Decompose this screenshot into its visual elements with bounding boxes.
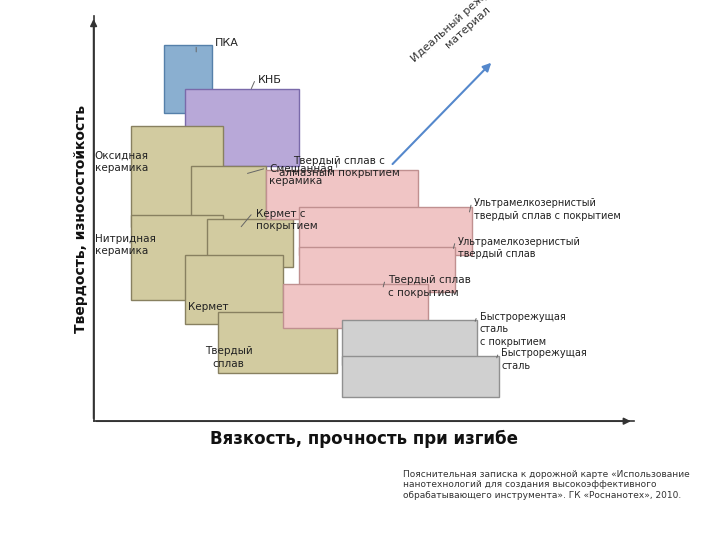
X-axis label: Вязкость, прочность при изгибе: Вязкость, прочность при изгибе <box>210 429 518 448</box>
Text: Кермет: Кермет <box>188 302 229 312</box>
Text: Смешанная
керамика: Смешанная керамика <box>269 164 333 186</box>
Bar <box>218 312 337 373</box>
Bar <box>283 284 428 328</box>
Text: Ультрамелкозернистый
твердый сплав с покрытием: Ультрамелкозернистый твердый сплав с пок… <box>474 199 621 221</box>
Text: Быстрорежущая
сталь: Быстрорежущая сталь <box>501 348 587 370</box>
Bar <box>342 320 477 365</box>
Bar <box>186 89 299 166</box>
Text: Твердый
сплав: Твердый сплав <box>204 346 253 369</box>
Y-axis label: Твердость, износостойкость: Твердость, износостойкость <box>74 105 88 333</box>
Bar <box>342 356 498 397</box>
Text: КНБ: КНБ <box>258 75 282 85</box>
Text: Твердый сплав с
алмазным покрытием: Твердый сплав с алмазным покрытием <box>279 156 400 178</box>
Bar <box>191 166 266 235</box>
Bar <box>299 247 455 292</box>
Text: Быстрорежущая
сталь
с покрытием: Быстрорежущая сталь с покрытием <box>480 312 565 347</box>
Text: Оксидная
керамика: Оксидная керамика <box>95 151 149 173</box>
Text: Нитридная
керамика: Нитридная керамика <box>95 234 156 256</box>
Text: Идеальный режущий
материал: Идеальный режущий материал <box>409 0 518 73</box>
Text: Твердый сплав
с покрытием: Твердый сплав с покрытием <box>388 275 471 298</box>
Text: ПКА: ПКА <box>215 38 239 49</box>
Bar <box>132 215 223 300</box>
Bar <box>207 219 294 267</box>
Bar <box>164 45 212 113</box>
Bar <box>132 126 223 227</box>
Text: Кермет с
покрытием: Кермет с покрытием <box>256 208 318 231</box>
Bar <box>186 255 283 324</box>
Text: Ультрамелкозернистый
твердый сплав: Ультрамелкозернистый твердый сплав <box>458 237 581 259</box>
Text: Пояснительная записка к дорожной карте «Использование
нанотехнологий для создани: Пояснительная записка к дорожной карте «… <box>403 470 690 500</box>
Bar <box>266 170 418 219</box>
Bar <box>299 206 472 255</box>
